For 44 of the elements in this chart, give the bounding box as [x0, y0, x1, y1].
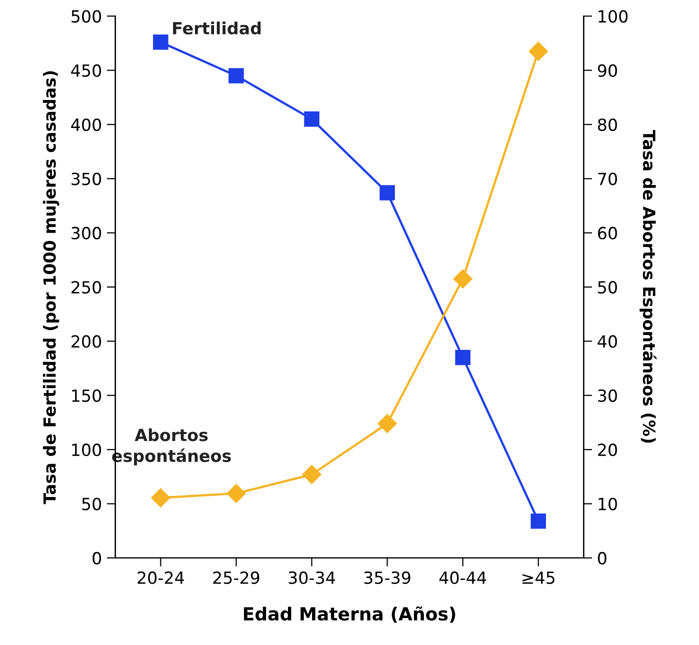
point [302, 464, 322, 484]
point [453, 269, 472, 288]
y-tick-label: 0 [92, 552, 102, 564]
point [304, 111, 320, 127]
y-tick-label: 300 [72, 226, 102, 240]
y2-tick-label: 10 [598, 498, 617, 510]
y-tick-label: 100 [72, 444, 102, 456]
y2-tick-label: 50 [598, 280, 617, 294]
y-axis-title: Tasa de Fertilidad (por 1000 mujeres casadas) [42, 71, 60, 504]
y-tick-label: 350 [72, 172, 102, 186]
x-tick-label: 20-24 [138, 571, 184, 584]
y-tick-label: 250 [72, 280, 102, 294]
point [151, 488, 170, 508]
point [226, 484, 246, 503]
point [153, 34, 168, 50]
x-tick-label: 25-29 [213, 571, 260, 584]
y-tick-label: 450 [71, 64, 102, 77]
x-tick-label: 30-34 [288, 571, 336, 584]
y2-axis-title: Tasa de Abortos Espontáneos (%) [640, 130, 656, 443]
point [380, 185, 395, 200]
x-tick-label: 35-39 [364, 571, 410, 584]
x-tick-label: 40-44 [439, 571, 486, 584]
y2-tick-label: 90 [598, 64, 617, 77]
x-axis-title: Edad Materna (Años) [244, 606, 456, 623]
point [455, 350, 470, 366]
point [528, 42, 548, 61]
x-tick-label: ≥45 [522, 572, 554, 584]
y2-tick-label: 60 [598, 226, 617, 240]
y2-tick-label: 100 [598, 10, 628, 23]
y-tick-label: 50 [82, 498, 102, 510]
y-tick-label: 150 [72, 389, 102, 402]
y2-tick-label: 20 [598, 444, 617, 456]
y2-tick-label: 40 [598, 335, 617, 348]
y-tick-label: 200 [72, 335, 102, 348]
point [378, 414, 397, 434]
y2-tick-label: 30 [598, 389, 617, 402]
point [228, 68, 244, 84]
y2-tick-label: 0 [598, 552, 606, 564]
y-tick-label: 500 [72, 10, 102, 23]
y2-tick-label: 80 [598, 118, 617, 132]
series-label: Fertilidad [173, 22, 261, 35]
y-tick-label: 400 [71, 118, 102, 132]
y2-tick-label: 70 [598, 172, 617, 186]
point [530, 513, 546, 529]
